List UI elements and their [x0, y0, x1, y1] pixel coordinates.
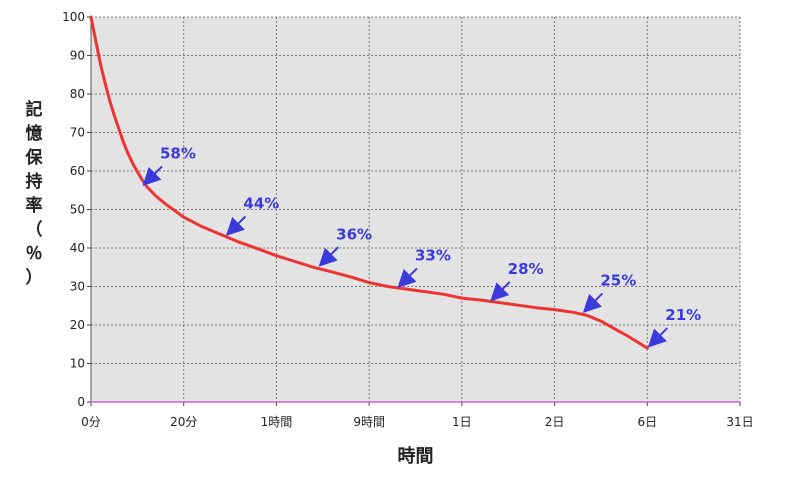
y-axis-title-char: 記	[26, 99, 43, 120]
y-tick-label: 40	[70, 241, 85, 255]
annotation-arrow	[582, 292, 604, 313]
x-tick-label: 1日	[452, 415, 472, 429]
annotation-arrow	[318, 246, 339, 267]
annotation-arrow	[490, 281, 511, 302]
x-tick-label: 31日	[726, 415, 753, 429]
annotation-arrow	[225, 215, 247, 236]
annotation-arrow	[142, 165, 163, 186]
y-tick-label: 10	[70, 357, 85, 371]
x-tick-label: 6日	[637, 415, 657, 429]
x-axis-title: 時間	[398, 446, 434, 467]
y-axis-title-char: 率	[26, 195, 43, 216]
y-axis-title: 記憶保持率 （ ％ ）	[25, 99, 44, 288]
y-axis-title-char: ）	[26, 267, 43, 288]
annotation-arrow	[647, 327, 668, 348]
y-axis-title-char: 持	[26, 171, 43, 192]
x-tick-label: 2日	[545, 415, 565, 429]
annotation-label: 21%	[665, 306, 701, 324]
x-tick-label: 9時間	[353, 415, 385, 429]
x-tick-label: 0分	[81, 415, 101, 429]
x-tick-label: 20分	[170, 415, 197, 429]
annotation-label: 33%	[415, 246, 451, 264]
annotation-arrow	[397, 267, 418, 288]
x-tick-label: 1時間	[261, 415, 293, 429]
y-tick-label: 70	[70, 126, 85, 140]
y-tick-label: 90	[70, 49, 85, 63]
y-tick-label: 20	[70, 318, 85, 332]
y-tick-label: 100	[62, 10, 85, 24]
y-tick-label: 0	[77, 395, 85, 409]
y-tick-label: 30	[70, 280, 85, 294]
y-axis-title-char: ％	[26, 244, 43, 264]
y-tick-label: 50	[70, 203, 85, 217]
y-tick-label: 80	[70, 87, 85, 101]
y-axis-title-char: 憶	[26, 123, 43, 144]
annotation-label: 58%	[160, 144, 196, 162]
annotation-label: 25%	[600, 271, 636, 289]
y-axis-title-char: （	[26, 219, 43, 240]
y-tick-label: 60	[70, 164, 85, 178]
y-axis-title-char: 保	[25, 147, 44, 168]
annotation-label: 28%	[508, 260, 544, 278]
series-line-0	[89, 15, 649, 350]
annotation-label: 36%	[336, 225, 372, 243]
annotation-label: 44%	[243, 194, 279, 212]
